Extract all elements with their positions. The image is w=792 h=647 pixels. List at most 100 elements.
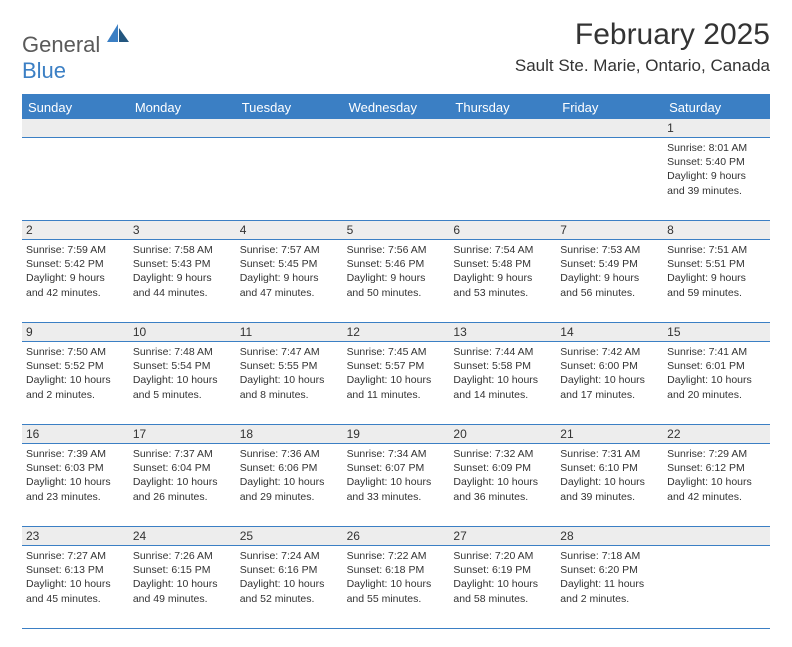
day-number: 17	[129, 425, 236, 443]
day-number-row: 16171819202122	[22, 425, 770, 444]
day-number: 19	[343, 425, 450, 443]
calendar-day: Sunrise: 7:45 AMSunset: 5:57 PMDaylight:…	[343, 342, 450, 424]
calendar-day: Sunrise: 7:50 AMSunset: 5:52 PMDaylight:…	[22, 342, 129, 424]
sunrise-text: Sunrise: 7:22 AM	[347, 549, 446, 563]
month-title: February 2025	[515, 18, 770, 52]
daylight-text: Daylight: 10 hours and 14 minutes.	[453, 373, 552, 401]
daylight-text: Daylight: 10 hours and 2 minutes.	[26, 373, 125, 401]
daylight-text: Daylight: 9 hours and 39 minutes.	[667, 169, 766, 197]
sunrise-text: Sunrise: 7:58 AM	[133, 243, 232, 257]
sunset-text: Sunset: 5:46 PM	[347, 257, 446, 271]
sunset-text: Sunset: 6:10 PM	[560, 461, 659, 475]
sunrise-text: Sunrise: 7:41 AM	[667, 345, 766, 359]
sunset-text: Sunset: 5:52 PM	[26, 359, 125, 373]
sunset-text: Sunset: 5:49 PM	[560, 257, 659, 271]
calendar-day: Sunrise: 7:20 AMSunset: 6:19 PMDaylight:…	[449, 546, 556, 628]
day-number: 14	[556, 323, 663, 341]
sunrise-text: Sunrise: 7:29 AM	[667, 447, 766, 461]
calendar-day-empty	[236, 138, 343, 220]
sunset-text: Sunset: 5:54 PM	[133, 359, 232, 373]
calendar-day: Sunrise: 7:39 AMSunset: 6:03 PMDaylight:…	[22, 444, 129, 526]
weekday-header: Monday	[129, 96, 236, 119]
calendar-day: Sunrise: 7:26 AMSunset: 6:15 PMDaylight:…	[129, 546, 236, 628]
day-number	[343, 119, 450, 137]
day-number: 20	[449, 425, 556, 443]
daylight-text: Daylight: 10 hours and 5 minutes.	[133, 373, 232, 401]
day-number: 18	[236, 425, 343, 443]
daylight-text: Daylight: 10 hours and 8 minutes.	[240, 373, 339, 401]
calendar-day: Sunrise: 7:29 AMSunset: 6:12 PMDaylight:…	[663, 444, 770, 526]
sunset-text: Sunset: 6:20 PM	[560, 563, 659, 577]
calendar-day: Sunrise: 7:51 AMSunset: 5:51 PMDaylight:…	[663, 240, 770, 322]
sunrise-text: Sunrise: 7:18 AM	[560, 549, 659, 563]
logo-part1: General	[22, 32, 100, 57]
week-row: Sunrise: 7:27 AMSunset: 6:13 PMDaylight:…	[22, 546, 770, 629]
day-number: 7	[556, 221, 663, 239]
day-number: 26	[343, 527, 450, 545]
sunset-text: Sunset: 5:57 PM	[347, 359, 446, 373]
day-number: 10	[129, 323, 236, 341]
daylight-text: Daylight: 9 hours and 44 minutes.	[133, 271, 232, 299]
day-number: 22	[663, 425, 770, 443]
day-number: 3	[129, 221, 236, 239]
sunrise-text: Sunrise: 7:39 AM	[26, 447, 125, 461]
calendar-page: General Blue February 2025 Sault Ste. Ma…	[0, 0, 792, 647]
day-number: 21	[556, 425, 663, 443]
sunrise-text: Sunrise: 7:34 AM	[347, 447, 446, 461]
daylight-text: Daylight: 9 hours and 59 minutes.	[667, 271, 766, 299]
calendar-day: Sunrise: 7:48 AMSunset: 5:54 PMDaylight:…	[129, 342, 236, 424]
day-number	[556, 119, 663, 137]
day-number-row: 2345678	[22, 221, 770, 240]
day-number: 1	[663, 119, 770, 137]
title-block: February 2025 Sault Ste. Marie, Ontario,…	[515, 18, 770, 76]
day-number: 24	[129, 527, 236, 545]
day-number: 8	[663, 221, 770, 239]
day-number: 27	[449, 527, 556, 545]
sunset-text: Sunset: 5:48 PM	[453, 257, 552, 271]
sunset-text: Sunset: 6:00 PM	[560, 359, 659, 373]
sunset-text: Sunset: 5:55 PM	[240, 359, 339, 373]
calendar-day: Sunrise: 7:32 AMSunset: 6:09 PMDaylight:…	[449, 444, 556, 526]
daylight-text: Daylight: 10 hours and 11 minutes.	[347, 373, 446, 401]
week-row: Sunrise: 7:50 AMSunset: 5:52 PMDaylight:…	[22, 342, 770, 425]
day-number-row: 232425262728	[22, 527, 770, 546]
sunset-text: Sunset: 6:06 PM	[240, 461, 339, 475]
sunrise-text: Sunrise: 8:01 AM	[667, 141, 766, 155]
day-number-row: 1	[22, 119, 770, 138]
sunset-text: Sunset: 5:58 PM	[453, 359, 552, 373]
daylight-text: Daylight: 11 hours and 2 minutes.	[560, 577, 659, 605]
sunset-text: Sunset: 6:12 PM	[667, 461, 766, 475]
logo-part2: Blue	[22, 58, 66, 83]
sunrise-text: Sunrise: 7:20 AM	[453, 549, 552, 563]
calendar-day: Sunrise: 7:18 AMSunset: 6:20 PMDaylight:…	[556, 546, 663, 628]
sunset-text: Sunset: 5:45 PM	[240, 257, 339, 271]
calendar-day: Sunrise: 7:27 AMSunset: 6:13 PMDaylight:…	[22, 546, 129, 628]
sunrise-text: Sunrise: 7:51 AM	[667, 243, 766, 257]
sunrise-text: Sunrise: 7:53 AM	[560, 243, 659, 257]
daylight-text: Daylight: 9 hours and 47 minutes.	[240, 271, 339, 299]
day-number-row: 9101112131415	[22, 323, 770, 342]
sunrise-text: Sunrise: 7:42 AM	[560, 345, 659, 359]
day-number: 6	[449, 221, 556, 239]
sunrise-text: Sunrise: 7:48 AM	[133, 345, 232, 359]
sunrise-text: Sunrise: 7:26 AM	[133, 549, 232, 563]
sunset-text: Sunset: 6:16 PM	[240, 563, 339, 577]
logo-text: General Blue	[22, 24, 129, 84]
calendar-day: Sunrise: 7:24 AMSunset: 6:16 PMDaylight:…	[236, 546, 343, 628]
daylight-text: Daylight: 10 hours and 55 minutes.	[347, 577, 446, 605]
sunset-text: Sunset: 5:40 PM	[667, 155, 766, 169]
sunrise-text: Sunrise: 7:54 AM	[453, 243, 552, 257]
daylight-text: Daylight: 10 hours and 49 minutes.	[133, 577, 232, 605]
daylight-text: Daylight: 10 hours and 36 minutes.	[453, 475, 552, 503]
calendar-day: Sunrise: 7:53 AMSunset: 5:49 PMDaylight:…	[556, 240, 663, 322]
daylight-text: Daylight: 9 hours and 53 minutes.	[453, 271, 552, 299]
sunrise-text: Sunrise: 7:50 AM	[26, 345, 125, 359]
day-number: 23	[22, 527, 129, 545]
day-number: 5	[343, 221, 450, 239]
sunset-text: Sunset: 6:15 PM	[133, 563, 232, 577]
calendar-day: Sunrise: 7:34 AMSunset: 6:07 PMDaylight:…	[343, 444, 450, 526]
calendar-day-empty	[663, 546, 770, 628]
day-number	[663, 527, 770, 545]
weekday-header: Thursday	[449, 96, 556, 119]
weekday-header: Wednesday	[343, 96, 450, 119]
